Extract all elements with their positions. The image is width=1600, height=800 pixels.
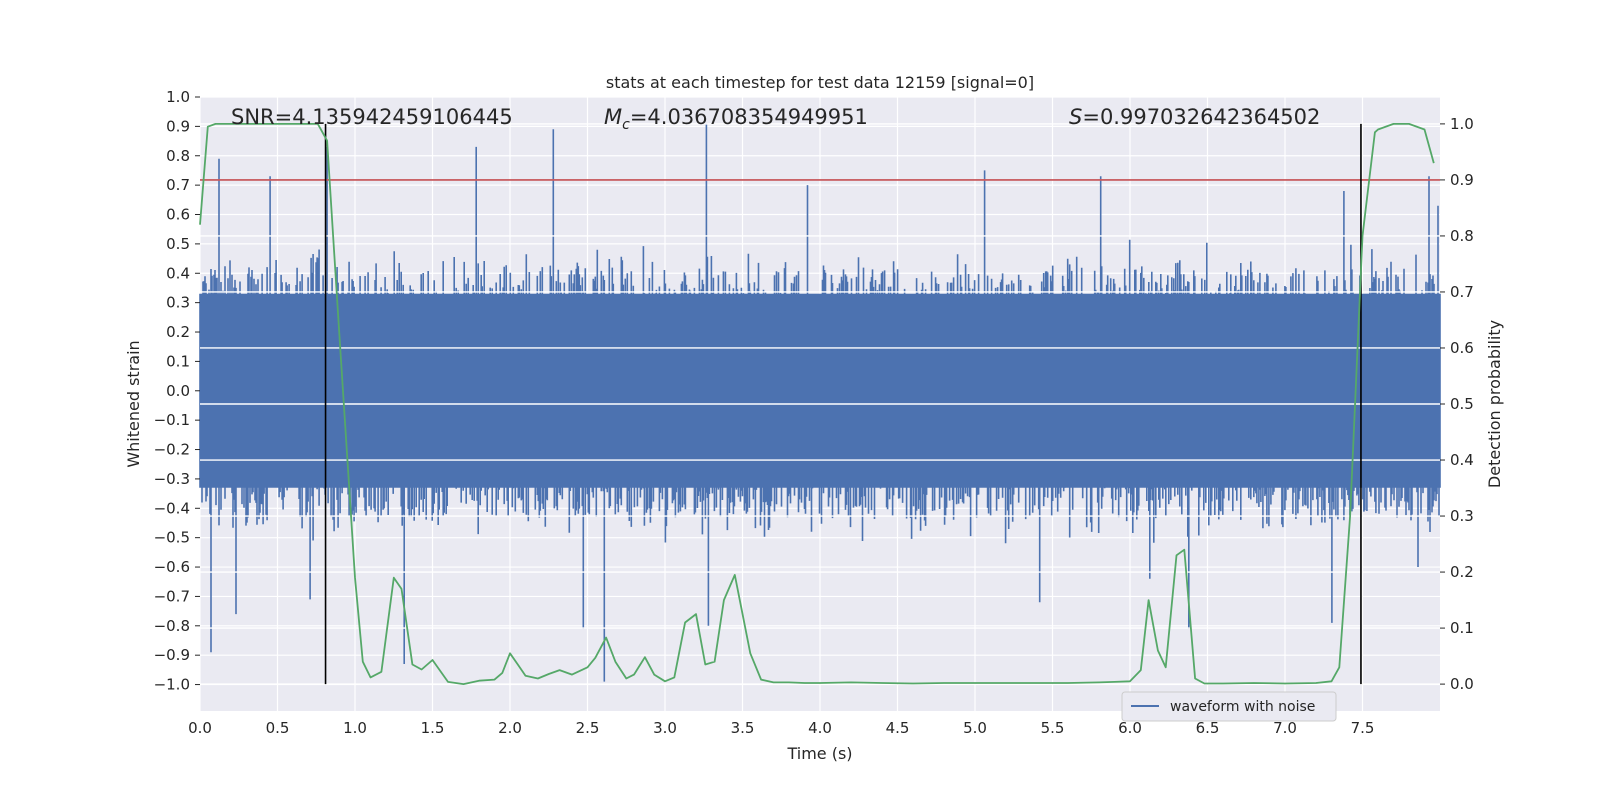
y-tick-label: −0.2 [154, 441, 190, 459]
y-tick-label: 0.2 [166, 323, 190, 341]
s-annotation: S=0.997032642364502 [1069, 105, 1320, 129]
x-tick-label: 4.0 [808, 719, 832, 737]
overlay-lines [200, 123, 1440, 685]
detection-probability-line [199, 123, 1435, 685]
y-tick-label: −0.1 [154, 411, 190, 429]
y2-axis-title: Detection probability [1485, 320, 1504, 488]
y-tick-label: 0.9 [166, 117, 190, 135]
y2-tick-label: 0.2 [1450, 563, 1474, 581]
x-tick-label: 6.0 [1118, 719, 1142, 737]
tick-labels: 0.0 0.5 1.0 1.5 2.0 2.5 3.0 3.5 4.0 4.5 5.0 5.5 6.0 6… [154, 88, 1474, 737]
x-tick-label: 2.0 [498, 719, 522, 737]
y-axis-title: Whitened strain [124, 340, 143, 467]
x-tick-label: 3.0 [653, 719, 677, 737]
x-tick-label: 7.0 [1273, 719, 1297, 737]
y-tick-label: 0.4 [166, 264, 190, 282]
x-axis-title: Time (s) [786, 744, 852, 763]
x-tick-label: 6.5 [1196, 719, 1220, 737]
y2-tick-label: 0.1 [1450, 619, 1474, 637]
x-tick-label: 1.5 [421, 719, 445, 737]
y2-tick-label: 0.5 [1450, 395, 1474, 413]
mc-symbol: M [604, 105, 622, 129]
snr-annotation: SNR=4.135942459106445 [231, 105, 513, 129]
y2-tick-label: 0.8 [1450, 227, 1474, 245]
y-tick-label: −0.5 [154, 529, 190, 547]
detection-probability-series [199, 123, 1435, 685]
y-tick-label: −1.0 [154, 676, 190, 694]
y-tick-label: −0.6 [154, 558, 190, 576]
mc-subscript: c [622, 117, 630, 133]
x-tick-label: 3.5 [731, 719, 755, 737]
y-tick-label: 0.7 [166, 176, 190, 194]
legend-box [1121, 691, 1337, 722]
legend: waveform with noise [1121, 691, 1337, 722]
mc-value: =4.036708354949951 [630, 105, 868, 129]
y-tick-label: −0.9 [154, 646, 190, 664]
y-tick-label: 0.1 [166, 352, 190, 370]
x-tick-label: 5.0 [963, 719, 987, 737]
s-value: =0.997032642364502 [1082, 105, 1320, 129]
y-tick-label: 0.8 [166, 147, 190, 165]
y-tick-label: −0.4 [154, 499, 190, 517]
x-tick-label: 2.5 [576, 719, 600, 737]
y2-tick-label: 0.3 [1450, 507, 1474, 525]
y-tick-label: 0.6 [166, 206, 190, 224]
y2-tick-label: 0.9 [1450, 171, 1474, 189]
x-tick-label: 0.5 [266, 719, 290, 737]
y-tick-label: −0.3 [154, 470, 190, 488]
x-tick-label: 4.5 [886, 719, 910, 737]
x-tick-label: 5.5 [1041, 719, 1065, 737]
y2-tick-label: 0.7 [1450, 283, 1474, 301]
y2-tick-label: 1.0 [1450, 115, 1474, 133]
chart-title: stats at each timestep for test data 121… [606, 73, 1034, 92]
x-tick-label: 7.5 [1351, 719, 1375, 737]
legend-label: waveform with noise [1170, 699, 1315, 715]
mc-annotation: Mc=4.036708354949951 [604, 105, 868, 133]
y-tick-label: 0.5 [166, 235, 190, 253]
y2-tick-label: 0.4 [1450, 451, 1474, 469]
y-tick-label: 1.0 [166, 88, 190, 106]
y2-tick-label: 0.6 [1450, 339, 1474, 357]
s-symbol: S [1069, 105, 1082, 129]
y-tick-label: −0.8 [154, 617, 190, 635]
x-tick-label: 0.0 [188, 719, 212, 737]
y-tick-label: 0.3 [166, 294, 190, 312]
x-tick-label: 1.0 [343, 719, 367, 737]
y2-tick-label: 0.0 [1450, 675, 1474, 693]
y-tick-label: 0.0 [166, 382, 190, 400]
y-tick-label: −0.7 [154, 587, 190, 605]
